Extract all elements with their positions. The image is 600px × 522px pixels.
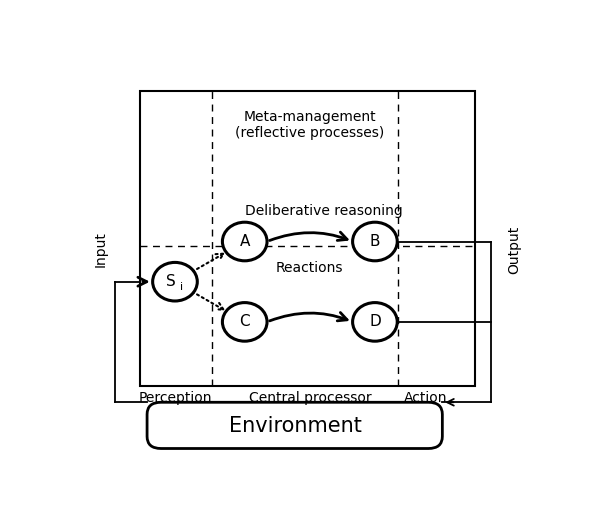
Text: S: S <box>166 274 176 289</box>
Circle shape <box>223 222 267 261</box>
Text: B: B <box>370 234 380 249</box>
Circle shape <box>353 222 397 261</box>
Circle shape <box>223 303 267 341</box>
Circle shape <box>152 263 197 301</box>
FancyBboxPatch shape <box>147 402 442 448</box>
FancyArrowPatch shape <box>269 232 347 241</box>
Text: Output: Output <box>508 226 521 274</box>
Text: Environment: Environment <box>229 416 362 435</box>
Text: Perception: Perception <box>138 392 212 405</box>
Text: Central processor: Central processor <box>248 392 371 405</box>
Text: Action: Action <box>404 392 448 405</box>
Text: Input: Input <box>94 232 107 267</box>
Text: D: D <box>369 314 381 329</box>
Text: A: A <box>239 234 250 249</box>
Text: C: C <box>239 314 250 329</box>
Text: i: i <box>180 282 183 292</box>
FancyArrowPatch shape <box>269 313 347 321</box>
FancyArrowPatch shape <box>192 292 224 310</box>
Bar <box>140 91 475 386</box>
Circle shape <box>353 303 397 341</box>
Text: Reactions: Reactions <box>276 260 344 275</box>
Text: Meta-management
(reflective processes): Meta-management (reflective processes) <box>235 110 385 140</box>
Text: Deliberative reasoning: Deliberative reasoning <box>245 204 403 218</box>
FancyArrowPatch shape <box>192 254 224 272</box>
